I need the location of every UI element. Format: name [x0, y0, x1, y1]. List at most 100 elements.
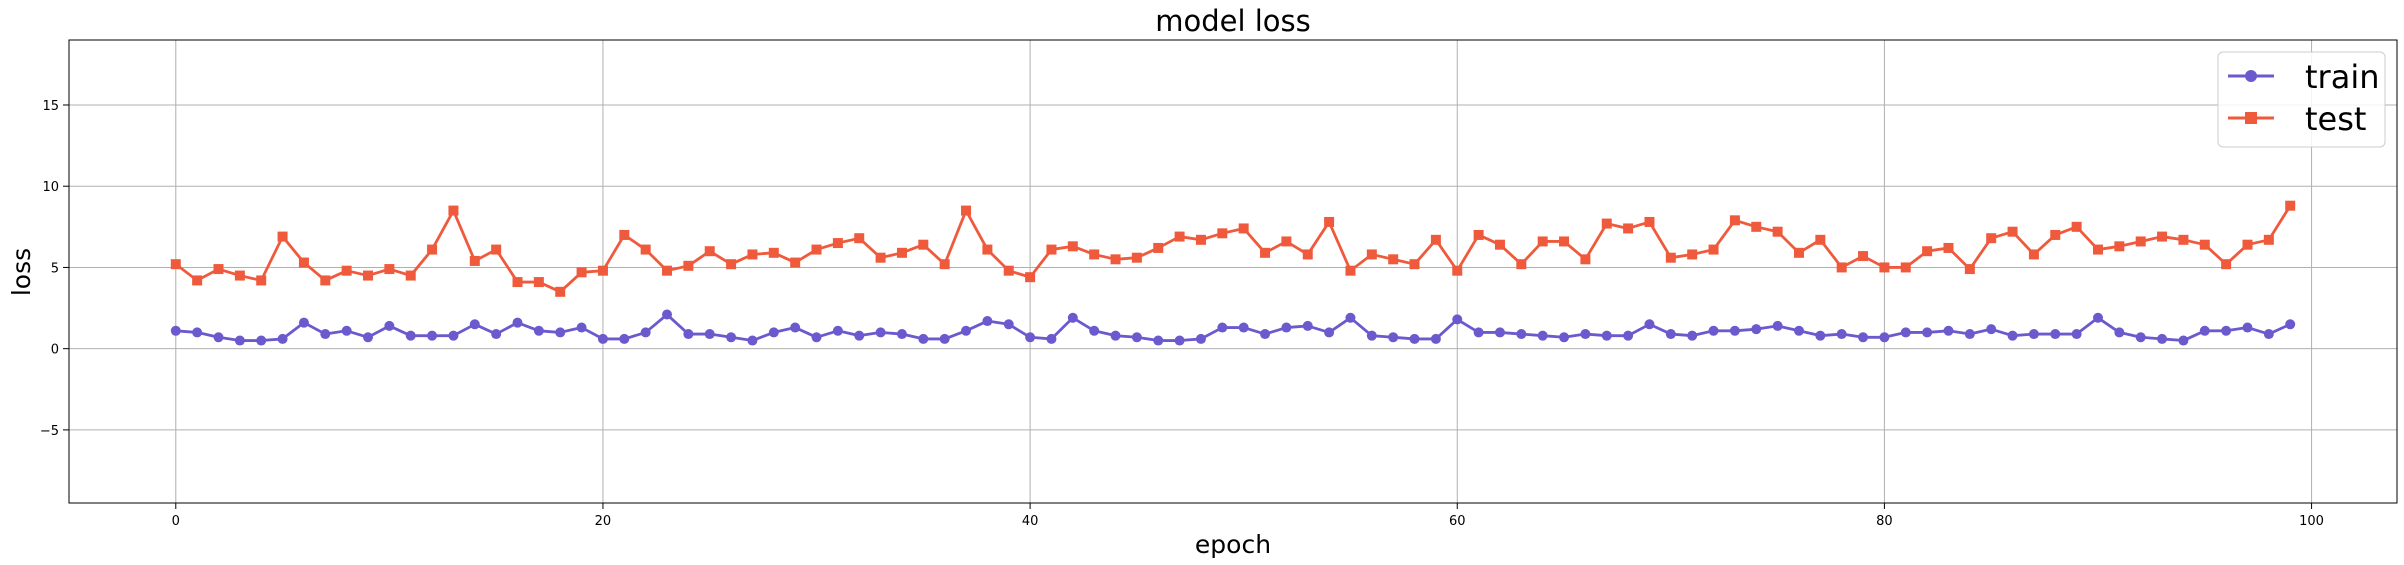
series-train-point: [448, 330, 459, 341]
series-train-point: [1964, 329, 1975, 340]
series-train-point: [256, 335, 267, 346]
series-train-point: [2242, 322, 2253, 333]
series-test-point: [619, 229, 630, 240]
series-train-point: [961, 325, 972, 336]
series-train-point: [1110, 330, 1121, 341]
series-train-point: [1665, 329, 1676, 340]
series-train-point: [1281, 322, 1292, 333]
series-test-point: [341, 265, 352, 276]
series-test-point: [768, 247, 779, 258]
series-train-point: [1687, 330, 1698, 341]
series-test-point: [1025, 272, 1036, 283]
series-train-point: [384, 320, 395, 331]
series-train-point: [1644, 319, 1655, 330]
series-test-point: [363, 270, 374, 281]
series-train-point: [1943, 325, 1954, 336]
series-test-point: [1430, 234, 1441, 245]
series-test-point: [896, 247, 907, 258]
series-train-point: [1879, 332, 1890, 343]
series-train-point: [811, 332, 822, 343]
series-train-point: [1601, 330, 1612, 341]
series-test-point: [961, 205, 972, 216]
series-test-point: [1580, 254, 1591, 265]
series-test-point: [2114, 241, 2125, 252]
series-test-point: [1174, 231, 1185, 242]
series-test-point: [2199, 239, 2210, 250]
series-test-point: [1922, 246, 1933, 257]
series-test-point: [1729, 215, 1740, 226]
series-test-point: [683, 260, 694, 271]
series-train-point: [1793, 325, 1804, 336]
series-train-point: [896, 329, 907, 340]
series-test-point: [1260, 247, 1271, 258]
series-test-point: [2242, 239, 2253, 250]
series-train-point: [1366, 330, 1377, 341]
series-train-point: [213, 332, 224, 343]
series-train-point: [2050, 329, 2061, 340]
series-test-point: [1943, 242, 1954, 253]
series-train-point: [170, 325, 181, 336]
series-test-point: [1900, 262, 1911, 273]
series-test-point: [192, 275, 203, 286]
series-train-point: [2028, 329, 2039, 340]
series-test-point: [597, 265, 608, 276]
series-test-point: [1388, 254, 1399, 265]
series-train-point: [2285, 319, 2296, 330]
series-test-point: [1046, 244, 1057, 255]
series-test-point: [2028, 249, 2039, 260]
plot-background: [69, 40, 2397, 503]
series-train-point: [619, 333, 630, 344]
series-test-point: [1302, 249, 1313, 260]
series-train-point: [1516, 329, 1527, 340]
series-test-point: [2007, 226, 2018, 237]
series-train-point: [982, 316, 993, 327]
series-test-point: [640, 244, 651, 255]
series-train-point: [1900, 327, 1911, 338]
series-train-point: [1772, 320, 1783, 331]
x-axis-label: epoch: [1195, 530, 1271, 559]
series-train-point: [1858, 332, 1869, 343]
series-train-point: [939, 333, 950, 344]
series-train-point: [1324, 327, 1335, 338]
series-train-point: [1089, 325, 1100, 336]
series-train-point: [1430, 333, 1441, 344]
y-tick-label: 5: [51, 261, 59, 276]
series-test-point: [320, 275, 331, 286]
series-test-point: [1537, 236, 1548, 247]
y-tick-label: 10: [42, 180, 59, 195]
y-tick-label: 15: [42, 99, 59, 114]
series-train-point: [1559, 332, 1570, 343]
series-test-point: [1494, 239, 1505, 250]
series-test-point: [1089, 249, 1100, 260]
series-test-point: [918, 239, 929, 250]
series-test-point: [234, 270, 245, 281]
series-train-point: [491, 329, 502, 340]
series-train-point: [1217, 322, 1228, 333]
x-tick-label: 60: [1449, 514, 1466, 529]
series-test-point: [1345, 265, 1356, 276]
series-train-point: [1003, 319, 1014, 330]
series-train-point: [277, 333, 288, 344]
series-layer: [170, 200, 2296, 346]
series-test-point: [1772, 226, 1783, 237]
legend-train-marker: [2245, 70, 2257, 82]
series-test-point: [1067, 241, 1078, 252]
x-tick-label: 40: [1022, 514, 1039, 529]
series-train-point: [1260, 329, 1271, 340]
series-test-point: [427, 244, 438, 255]
series-test-point: [298, 257, 309, 268]
series-train-point: [1238, 322, 1249, 333]
series-test-line: [174, 204, 2292, 294]
series-train-point: [1046, 333, 1057, 344]
series-train-point: [597, 333, 608, 344]
series-test-point: [1281, 236, 1292, 247]
series-test-point: [2178, 234, 2189, 245]
legend-test-label: test: [2305, 100, 2366, 138]
series-train-point: [1922, 327, 1933, 338]
series-test-point: [448, 205, 459, 216]
series-train-point: [533, 325, 544, 336]
series-train-point: [192, 327, 203, 338]
series-train-point: [1580, 329, 1591, 340]
series-test-point: [2285, 200, 2296, 211]
series-test-point: [1623, 223, 1634, 234]
